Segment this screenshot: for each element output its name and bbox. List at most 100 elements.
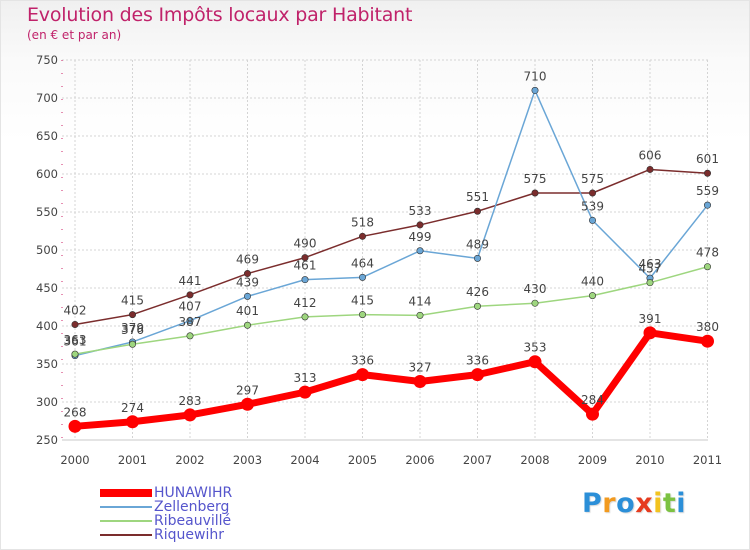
data-label-hunawihr-2002: 283 xyxy=(179,394,202,408)
data-label-hunawihr-2006: 327 xyxy=(409,360,432,374)
y-tick-label-250: 250 xyxy=(36,433,58,447)
data-label-zellenberg-2011: 559 xyxy=(696,184,719,198)
data-point-riquewihr-2001 xyxy=(129,311,137,319)
data-point-riquewihr-2004 xyxy=(301,254,309,262)
series-zellenberg: 361 379 407 439 461 464 499 489 710 539 463 559 xyxy=(64,69,719,360)
data-label-zellenberg-2004: 461 xyxy=(294,259,317,273)
data-label-hunawihr-2003: 297 xyxy=(236,383,259,397)
data-label-hunawihr-2009: 284 xyxy=(581,393,604,407)
series-line-ribeauvill- xyxy=(74,265,708,355)
data-point-hunawihr-2003 xyxy=(241,397,254,411)
x-tick-label-2002: 2002 xyxy=(175,453,204,467)
chart-title: Evolution des Impôts locaux par Habitant xyxy=(27,4,413,26)
data-label-hunawihr-2000: 268 xyxy=(64,405,87,419)
chart-subtitle: (en € et par an) xyxy=(27,28,122,42)
x-tick-label-2006: 2006 xyxy=(405,453,434,467)
data-label-zellenberg-2009: 539 xyxy=(581,199,604,213)
data-point-hunawihr-2007 xyxy=(471,368,484,382)
data-label-hunawihr-2007: 336 xyxy=(466,354,489,368)
data-point-ribeauvill--2004 xyxy=(301,313,309,321)
data-label-ribeauvill--2010: 457 xyxy=(639,262,662,276)
data-label-zellenberg-2002: 407 xyxy=(179,300,202,314)
data-label-ribeauvill--2000: 363 xyxy=(64,333,87,347)
data-label-ribeauvill--2001: 376 xyxy=(121,323,144,337)
data-point-riquewihr-2002 xyxy=(186,291,194,299)
series-line-zellenberg xyxy=(74,89,709,357)
data-point-riquewihr-2006 xyxy=(416,221,424,229)
data-label-riquewihr-2006: 533 xyxy=(409,204,432,218)
data-label-zellenberg-2003: 439 xyxy=(236,275,259,289)
data-point-hunawihr-2002 xyxy=(183,408,197,422)
data-point-riquewihr-2005 xyxy=(358,232,366,240)
data-point-hunawihr-2011 xyxy=(701,334,714,348)
series-riquewihr: 402 415 441 469 490 518 533 551 575 575 606 601 xyxy=(64,148,719,328)
data-label-ribeauvill--2004: 412 xyxy=(294,296,317,310)
data-point-ribeauvill--2006 xyxy=(416,311,424,319)
data-point-zellenberg-2007 xyxy=(473,254,481,262)
data-label-ribeauvill--2005: 415 xyxy=(351,294,374,308)
x-tick-label-2009: 2009 xyxy=(578,453,607,467)
legend-swatch-riquewihr xyxy=(100,534,152,536)
data-label-ribeauvill--2011: 478 xyxy=(696,246,719,260)
data-point-riquewihr-2010 xyxy=(646,165,654,173)
data-label-riquewihr-2005: 518 xyxy=(351,215,374,229)
series-line-hunawihr xyxy=(74,329,709,430)
legend-label-hunawihr: HUNAWIHR xyxy=(154,485,233,501)
x-tick-label-2005: 2005 xyxy=(348,453,377,467)
data-point-hunawihr-2009 xyxy=(586,407,599,421)
series-hunawihr: 268 274 283 297 313 336 327 336 353 284 391 380 xyxy=(64,312,719,433)
data-point-riquewihr-2000 xyxy=(71,320,79,328)
data-label-hunawihr-2010: 391 xyxy=(639,312,662,326)
y-tick-label-600: 600 xyxy=(36,167,58,181)
x-tick-label-2003: 2003 xyxy=(233,453,262,467)
x-tick-label-2001: 2001 xyxy=(118,453,147,467)
data-label-riquewihr-2007: 551 xyxy=(466,190,489,204)
legend-label-riquewihr: Riquewihr xyxy=(154,527,224,543)
data-point-zellenberg-2009 xyxy=(588,216,596,224)
data-label-riquewihr-2003: 469 xyxy=(236,253,259,267)
y-tick-label-300: 300 xyxy=(36,395,58,409)
data-point-zellenberg-2006 xyxy=(416,247,424,255)
y-tick-label-700: 700 xyxy=(36,91,58,105)
legend-swatch-ribeauvill- xyxy=(100,520,152,522)
data-point-zellenberg-2005 xyxy=(358,273,366,281)
y-tick-label-450: 450 xyxy=(36,281,58,295)
data-label-ribeauvill--2008: 430 xyxy=(524,282,547,296)
data-point-zellenberg-2003 xyxy=(244,292,252,300)
data-label-hunawihr-2004: 313 xyxy=(294,371,317,385)
data-label-zellenberg-2001: 379 xyxy=(121,321,144,335)
data-point-riquewihr-2008 xyxy=(531,189,539,197)
data-label-ribeauvill--2009: 440 xyxy=(581,275,604,289)
data-point-hunawihr-2006 xyxy=(413,374,427,388)
data-label-ribeauvill--2003: 401 xyxy=(236,304,259,318)
data-label-riquewihr-2004: 490 xyxy=(294,237,317,251)
data-point-ribeauvill--2005 xyxy=(358,311,366,319)
y-tick-label-650: 650 xyxy=(36,129,58,143)
data-label-hunawihr-2005: 336 xyxy=(351,354,374,368)
data-label-ribeauvill--2007: 426 xyxy=(466,285,489,299)
data-point-riquewihr-2007 xyxy=(473,207,481,215)
data-point-hunawihr-2004 xyxy=(298,385,312,399)
data-label-riquewihr-2001: 415 xyxy=(121,294,144,308)
data-label-hunawihr-2001: 274 xyxy=(121,401,144,415)
data-point-ribeauvill--2008 xyxy=(531,299,539,307)
x-tick-label-2011: 2011 xyxy=(693,453,722,467)
y-tick-label-550: 550 xyxy=(36,205,58,219)
data-point-riquewihr-2011 xyxy=(703,169,711,177)
data-label-riquewihr-2000: 402 xyxy=(64,303,87,317)
data-point-ribeauvill--2003 xyxy=(244,321,252,329)
x-tick-label-2010: 2010 xyxy=(635,453,664,467)
data-point-hunawihr-2010 xyxy=(643,326,657,340)
x-tick-label-2008: 2008 xyxy=(520,453,549,467)
legend-swatch-zellenberg xyxy=(100,506,152,508)
data-point-riquewihr-2003 xyxy=(244,270,252,278)
y-tick-label-400: 400 xyxy=(36,319,58,333)
series-ribeauvill-: 363 376 387 401 412 415 414 426 430 440 457 478 xyxy=(64,246,719,358)
x-tick-label-2000: 2000 xyxy=(60,453,89,467)
data-point-ribeauvill--2000 xyxy=(71,350,79,358)
data-point-ribeauvill--2010 xyxy=(646,279,654,287)
data-label-riquewihr-2002: 441 xyxy=(179,274,202,288)
data-label-hunawihr-2008: 353 xyxy=(524,341,547,355)
